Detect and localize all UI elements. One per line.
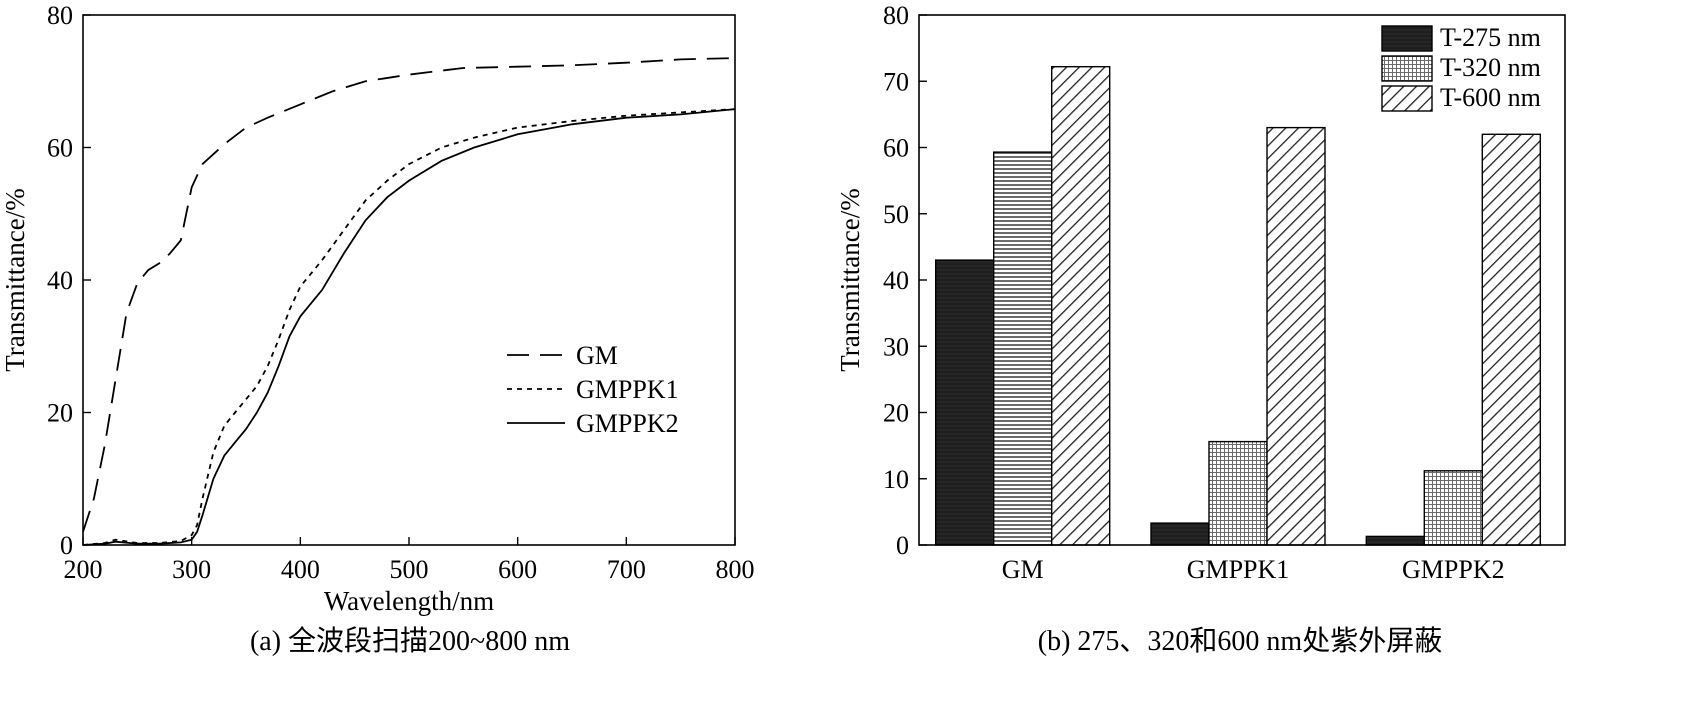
panel-a-ylabel: Transmittance/% bbox=[0, 188, 30, 371]
panel-a-xtick-label: 800 bbox=[716, 555, 755, 584]
panel-b-bar-gmppk2-t-600nm bbox=[1481, 133, 1542, 546]
panel-b-bar-gmppk1-t-275nm bbox=[1150, 522, 1210, 546]
panel-a-ytick-label: 20 bbox=[47, 399, 73, 428]
panel-a-ytick-label: 80 bbox=[47, 1, 73, 30]
panel-b-legend-swatch bbox=[1381, 85, 1433, 112]
panel-a-series-group bbox=[82, 57, 736, 546]
panel-b-legend-swatch bbox=[1381, 55, 1433, 82]
panel-b-ytick-label: 60 bbox=[883, 134, 909, 163]
panel-b-axis-ticks: 0 10 20 30 40 50 60 70 80 GM GMPPK1 GMPPK2 bbox=[883, 1, 1505, 584]
panel-b-category-label: GMPPK1 bbox=[1187, 555, 1290, 584]
panel-b-category-label: GM bbox=[1002, 555, 1044, 584]
panel-b-ytick-label: 70 bbox=[883, 67, 909, 96]
panel-b-caption: (b) 275、320和600 nm处紫外屏蔽 bbox=[1038, 625, 1442, 657]
panel-b-legend-swatch bbox=[1381, 25, 1433, 52]
panel-a-legend-label: GMPPK1 bbox=[576, 375, 679, 404]
panel-a-series-line-gmppk1 bbox=[82, 108, 736, 546]
panel-b-bar-gmppk1-t-600nm bbox=[1266, 126, 1326, 546]
panel-b-ytick-label: 0 bbox=[896, 531, 909, 560]
panel-b-bar-gm-t-320nm bbox=[993, 151, 1053, 546]
panel-a-xtick-label: 600 bbox=[498, 555, 537, 584]
panel-a-legend-label: GM bbox=[576, 341, 618, 370]
panel-b-ytick-label: 10 bbox=[883, 465, 909, 494]
panel-a-ytick-label: 40 bbox=[47, 266, 73, 295]
panel-b-category-label: GMPPK2 bbox=[1402, 555, 1505, 584]
panel-b-bar-gmppk2-t-275nm bbox=[1365, 535, 1426, 546]
panel-b-ytick-label: 50 bbox=[883, 200, 909, 229]
panel-a-xtick-label: 700 bbox=[607, 555, 646, 584]
panel-a-xlabel: Wavelength/nm bbox=[324, 586, 494, 616]
panel-a-axis-ticks: 200 300 400 500 600 700 800 0 20 40 60 80 bbox=[47, 1, 755, 584]
panel-a-legend: GM GMPPK1 GMPPK2 bbox=[507, 341, 679, 438]
panel-b-ytick-label: 40 bbox=[883, 266, 909, 295]
panel-b-bar-gm-t-600nm bbox=[1050, 65, 1111, 546]
panel-a-legend-label: GMPPK2 bbox=[576, 409, 679, 438]
panel-a-xtick-label: 200 bbox=[64, 555, 103, 584]
panel-a-xtick-label: 400 bbox=[281, 555, 320, 584]
panel-a-ytick-label: 60 bbox=[47, 134, 73, 163]
panel-b-ytick-label: 30 bbox=[883, 332, 909, 361]
panel-b-bar-chart: 0 10 20 30 40 50 60 70 80 GM GMPPK1 GMPPK2 Transmit… bbox=[835, 1, 1566, 657]
panel-b-legend-label: T-600 nm bbox=[1440, 83, 1541, 112]
panel-b-bar-gmppk1-t-320nm bbox=[1208, 440, 1268, 546]
panel-b-bar-gm-t-275nm bbox=[935, 259, 995, 546]
panel-b-legend-label: T-320 nm bbox=[1440, 53, 1541, 82]
panel-b-legend: T-275 nmT-320 nmT-600 nm bbox=[1381, 23, 1541, 112]
panel-a-ytick-label: 0 bbox=[60, 531, 73, 560]
panel-a-series-line-gm bbox=[82, 57, 736, 533]
panel-a-series-line-gmppk2 bbox=[82, 108, 736, 546]
panel-b-bars-group bbox=[935, 65, 1542, 546]
panel-a-xtick-label: 500 bbox=[390, 555, 429, 584]
panel-b-ytick-label: 80 bbox=[883, 1, 909, 30]
panel-a-plot-frame bbox=[82, 14, 736, 546]
panel-b-ytick-label: 20 bbox=[883, 399, 909, 428]
panel-b-bar-gmppk2-t-320nm bbox=[1423, 470, 1484, 546]
panel-b-legend-label: T-275 nm bbox=[1440, 23, 1541, 52]
panel-a-xtick-label: 300 bbox=[172, 555, 211, 584]
panel-a-caption: (a) 全波段扫描200~800 nm bbox=[250, 625, 570, 657]
panel-b-ylabel: Transmittance/% bbox=[835, 188, 865, 371]
panel-a-line-chart: 200 300 400 500 600 700 800 0 20 40 60 80 Wavelengt… bbox=[0, 1, 755, 657]
